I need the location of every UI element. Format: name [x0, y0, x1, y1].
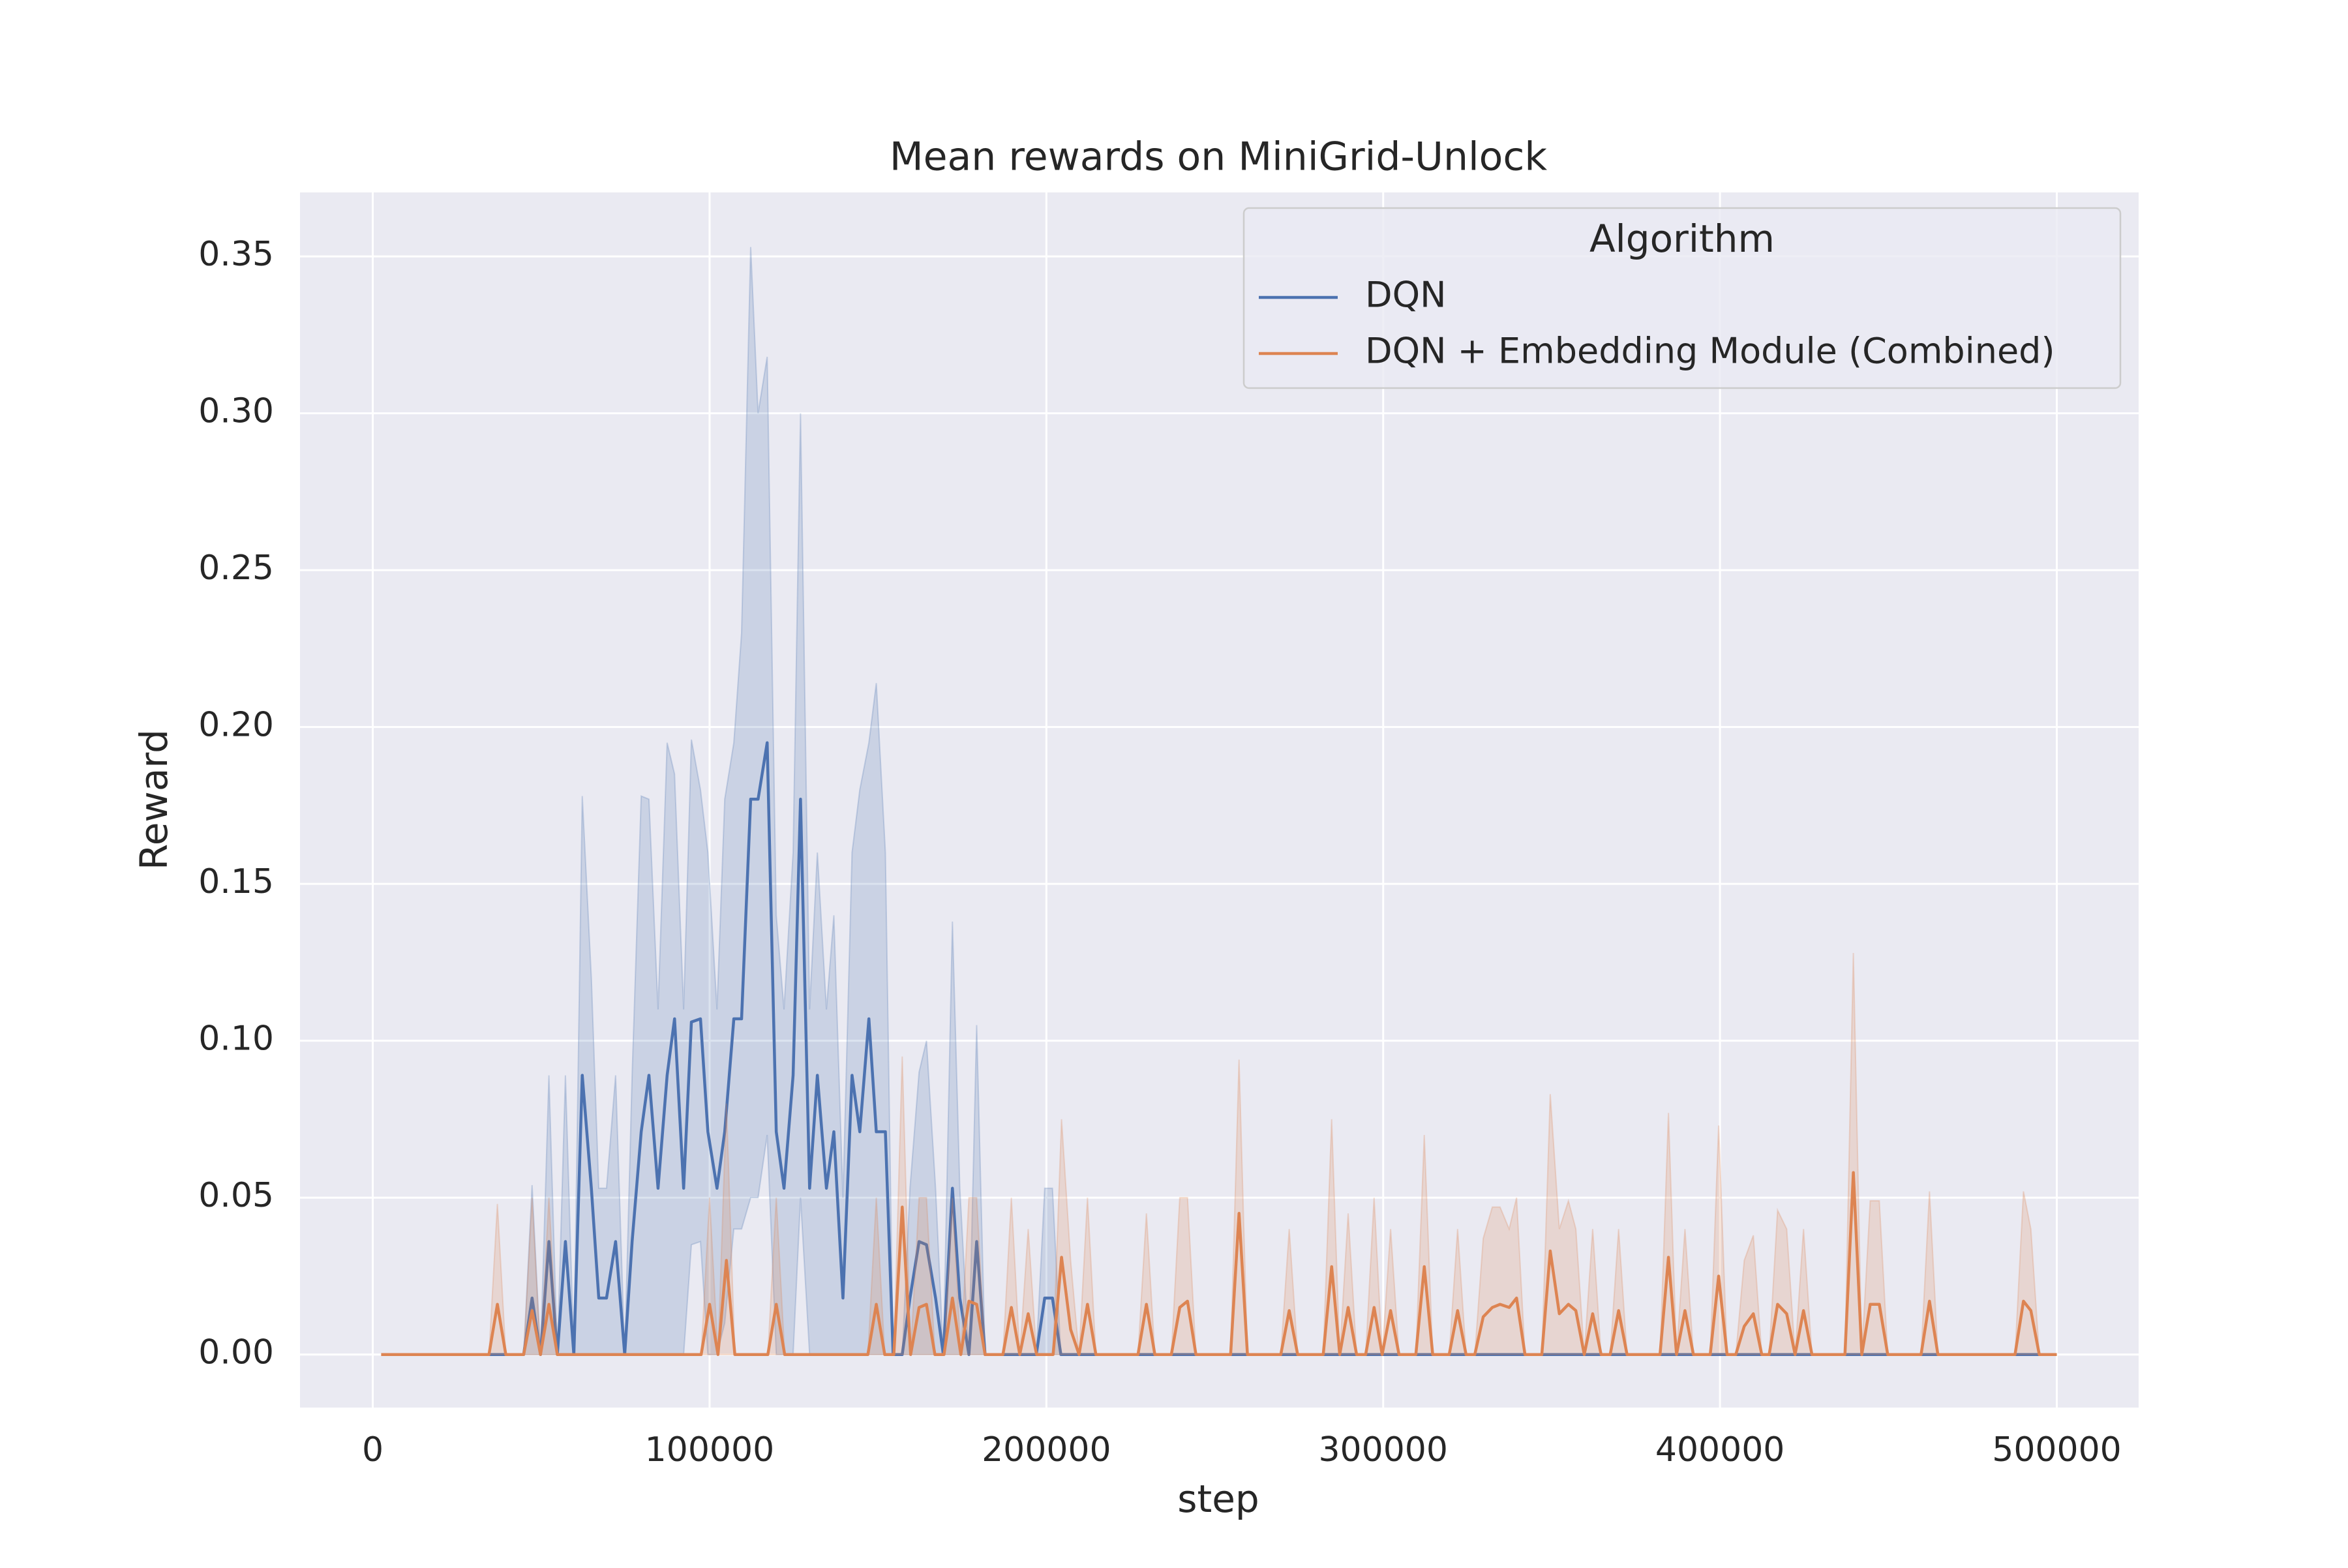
x-axis-label: step: [1177, 1477, 1259, 1521]
y-tick-label: 0.05: [198, 1176, 274, 1215]
chart-title: Mean rewards on MiniGrid-Unlock: [890, 134, 1548, 180]
marks: [381, 247, 2057, 1356]
legend-title: Algorithm: [1589, 217, 1775, 261]
y-tick-label: 0.10: [198, 1019, 274, 1059]
x-tick-label: 100000: [645, 1430, 775, 1470]
legend-box: [1242, 207, 2122, 389]
legend-label: DQN: [1365, 275, 1446, 316]
legend: Algorithm DQN DQN + Embedding Module (Comb…: [1242, 207, 2122, 389]
confidence-band: [381, 247, 2057, 1355]
series-line: [381, 1171, 2057, 1356]
x-tick-label: 400000: [1655, 1430, 1785, 1470]
series-line: [381, 741, 2057, 1356]
x-tick-label: 0: [362, 1430, 384, 1470]
x-tick-label: 200000: [982, 1430, 1111, 1470]
x-tick-label: 500000: [1992, 1430, 2122, 1470]
y-tick-label: 0.30: [198, 392, 274, 431]
y-tick-label: 0.00: [198, 1333, 274, 1372]
y-tick-label: 0.25: [198, 549, 274, 588]
plot-area: [300, 192, 2139, 1408]
x-tick-label: 300000: [1318, 1430, 1448, 1470]
y-tick-label: 0.35: [198, 235, 274, 274]
y-axis-label: Reward: [132, 729, 176, 870]
legend-label: DQN + Embedding Module (Combined): [1365, 331, 2055, 372]
grid: [300, 192, 2139, 1408]
y-tick-label: 0.20: [198, 706, 274, 745]
y-tick-label: 0.15: [198, 862, 274, 901]
